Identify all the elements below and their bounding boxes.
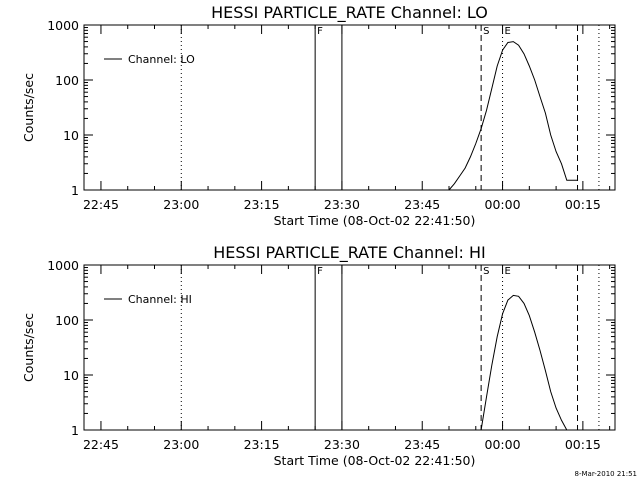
- y-tick-label: 1000: [47, 18, 79, 33]
- series-line: [480, 294, 568, 431]
- x-tick-label: 23:30: [324, 197, 360, 212]
- x-tick-label: 23:30: [324, 437, 360, 452]
- y-tick-label: 1000: [47, 258, 79, 273]
- x-axis-label: Start Time (08-Oct-02 22:41:50): [274, 213, 476, 228]
- y-axis-label: Counts/sec: [21, 73, 36, 142]
- plot-frame: [83, 24, 616, 191]
- x-tick-label: 23:45: [404, 437, 440, 452]
- x-tick-label: 23:15: [244, 437, 280, 452]
- y-tick-label: 10: [63, 128, 79, 143]
- timestamp: 8-Mar-2010 21:51: [575, 470, 637, 478]
- marker-label: S: [483, 266, 489, 277]
- y-tick-label: 100: [55, 73, 79, 88]
- y-axis-label: Counts/sec: [21, 313, 36, 382]
- x-tick-label: 22:45: [83, 437, 119, 452]
- x-tick-label: 00:00: [485, 437, 521, 452]
- y-tick-label: 10: [63, 368, 79, 383]
- marker-label: E: [505, 266, 511, 277]
- x-tick-label: 00:15: [565, 197, 601, 212]
- series-line: [448, 41, 578, 191]
- x-tick-label: 23:00: [163, 197, 199, 212]
- plot-frame: [83, 264, 616, 431]
- x-tick-label: 00:00: [485, 197, 521, 212]
- legend-label: Channel: HI: [128, 293, 192, 306]
- y-tick-label: 100: [55, 313, 79, 328]
- x-axis-label: Start Time (08-Oct-02 22:41:50): [274, 453, 476, 468]
- x-tick-label: 22:45: [83, 197, 119, 212]
- marker-label: S: [483, 26, 489, 37]
- x-tick-label: 00:15: [565, 437, 601, 452]
- chart-title: HESSI PARTICLE_RATE Channel: LO: [211, 3, 488, 23]
- legend-label: Channel: LO: [128, 53, 195, 66]
- x-tick-label: 23:15: [244, 197, 280, 212]
- y-tick-label: 1: [71, 423, 79, 438]
- chart-title: HESSI PARTICLE_RATE Channel: HI: [213, 243, 486, 263]
- x-tick-label: 23:45: [404, 197, 440, 212]
- x-tick-label: 23:00: [163, 437, 199, 452]
- marker-label: F: [317, 26, 323, 37]
- y-tick-label: 1: [71, 183, 79, 198]
- marker-label: F: [317, 266, 323, 277]
- marker-label: E: [505, 26, 511, 37]
